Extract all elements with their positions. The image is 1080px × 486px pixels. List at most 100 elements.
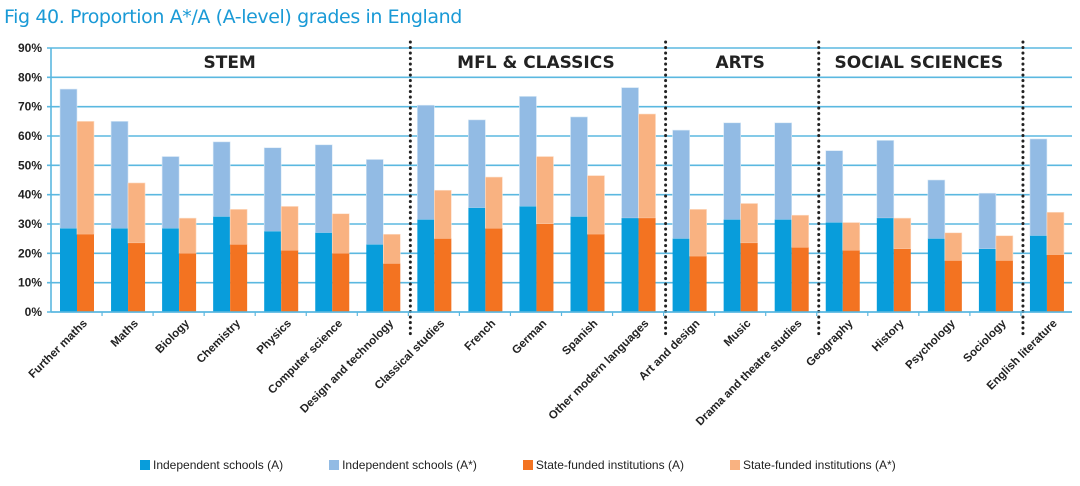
chart-svg: 0% 10% 20% 30% 40% 50% 60% 70% 80% 90% STEM MFL & … bbox=[18, 40, 1072, 429]
y-axis-ticks: 0% 10% 20% 30% 40% 50% 60% 70% 80% 90% bbox=[18, 41, 42, 319]
bar-state-astar bbox=[382, 233, 401, 264]
bar-state-a bbox=[638, 218, 656, 312]
x-tick-label: Music bbox=[722, 317, 754, 349]
legend-label: Independent schools (A) bbox=[153, 458, 284, 472]
x-tick-label: Biology bbox=[154, 317, 193, 356]
bar-state-a bbox=[1046, 254, 1064, 312]
x-tick-label: Drama and theatre studies bbox=[694, 318, 805, 429]
bar-independent-a bbox=[876, 218, 894, 312]
y-tick-label: 10% bbox=[18, 276, 42, 290]
legend-item: Independent schools (A*) bbox=[329, 458, 477, 472]
legend-item: State-funded institutions (A*) bbox=[729, 458, 896, 472]
bar-independent-a bbox=[213, 216, 231, 312]
bar-independent-astar bbox=[263, 147, 282, 232]
bar-independent-a bbox=[723, 219, 741, 312]
bar-independent-astar bbox=[468, 119, 486, 209]
bar-state-a bbox=[230, 244, 248, 312]
bar-state-a bbox=[77, 234, 94, 312]
y-tick-label: 90% bbox=[18, 41, 42, 55]
bar-state-astar bbox=[76, 121, 95, 235]
bar-independent-astar bbox=[59, 88, 78, 229]
bar-independent-astar bbox=[825, 150, 844, 223]
bar-state-astar bbox=[944, 232, 963, 261]
bar-independent-a bbox=[774, 219, 792, 312]
bar-independent-astar bbox=[774, 122, 793, 220]
bar-independent-astar bbox=[876, 140, 895, 219]
bar-independent-astar bbox=[212, 141, 231, 217]
bar-state-a bbox=[740, 243, 758, 312]
legend-item: Independent schools (A) bbox=[140, 458, 283, 472]
bar-independent-a bbox=[366, 244, 384, 312]
y-tick-label: 40% bbox=[18, 188, 42, 202]
bar-state-a bbox=[383, 263, 401, 312]
bar-independent-a bbox=[315, 232, 333, 312]
bar-state-astar bbox=[127, 182, 146, 244]
axes bbox=[50, 48, 1072, 316]
group-dividers bbox=[408, 40, 1025, 336]
chart-title: Fig 40. Proportion A*/A (A-level) grades… bbox=[4, 6, 462, 28]
bar-state-astar bbox=[638, 113, 656, 219]
group-label: STEM bbox=[203, 53, 255, 73]
y-tick-label: 70% bbox=[18, 100, 42, 114]
x-tick-label: Psychology bbox=[904, 317, 959, 372]
bar-independent-astar bbox=[978, 192, 997, 250]
bars bbox=[59, 87, 1065, 312]
bar-independent-a bbox=[927, 238, 945, 312]
bar-independent-astar bbox=[570, 116, 588, 217]
bar-state-astar bbox=[587, 175, 605, 235]
bar-state-astar bbox=[485, 176, 503, 229]
bar-independent-a bbox=[672, 238, 690, 312]
y-tick-label: 20% bbox=[18, 246, 42, 260]
group-label: ARTS bbox=[716, 53, 765, 73]
bar-state-astar bbox=[536, 156, 554, 225]
bar-independent-astar bbox=[161, 156, 180, 229]
x-tick-label: Other modern languages bbox=[547, 318, 652, 423]
bar-independent-astar bbox=[417, 104, 435, 220]
bar-state-astar bbox=[842, 222, 861, 251]
legend-item: State-funded institutions (A) bbox=[522, 458, 684, 472]
y-tick-label: 80% bbox=[18, 70, 42, 84]
bar-independent-a bbox=[264, 231, 282, 312]
bar-state-a bbox=[485, 228, 503, 312]
bar-independent-astar bbox=[672, 129, 690, 239]
bar-independent-a bbox=[519, 206, 537, 312]
x-tick-label: Spanish bbox=[560, 318, 600, 358]
legend: Independent schools (A) Independent schoo… bbox=[140, 458, 942, 472]
x-tick-label: Geography bbox=[804, 317, 856, 369]
bar-state-a bbox=[179, 253, 197, 312]
bar-independent-a bbox=[570, 216, 588, 312]
legend-swatch bbox=[329, 460, 340, 470]
bar-state-astar bbox=[229, 209, 248, 245]
y-tick-label: 60% bbox=[18, 129, 42, 143]
x-tick-label: German bbox=[510, 318, 549, 357]
bar-state-astar bbox=[995, 235, 1014, 261]
bar-state-astar bbox=[434, 189, 452, 239]
bar-state-astar bbox=[1046, 211, 1065, 256]
bar-state-astar bbox=[689, 209, 707, 257]
legend-swatch bbox=[522, 460, 533, 470]
bar-independent-a bbox=[468, 207, 486, 312]
bar-independent-a bbox=[825, 222, 843, 312]
bar-state-a bbox=[536, 224, 554, 312]
legend-swatch bbox=[140, 460, 150, 470]
bar-independent-a bbox=[621, 218, 639, 312]
bar-state-a bbox=[944, 260, 962, 312]
bar-state-astar bbox=[331, 213, 350, 254]
bar-independent-astar bbox=[927, 179, 946, 239]
bar-state-astar bbox=[280, 206, 299, 251]
bar-state-astar bbox=[893, 217, 912, 250]
y-tick-label: 30% bbox=[18, 217, 42, 231]
x-tick-label: French bbox=[463, 318, 499, 354]
bar-state-astar bbox=[791, 214, 810, 248]
bar-state-a bbox=[689, 256, 707, 312]
bar-independent-a bbox=[978, 248, 996, 312]
bar-independent-astar bbox=[365, 159, 384, 245]
bar-state-a bbox=[587, 234, 605, 312]
bar-state-a bbox=[893, 248, 911, 312]
bar-independent-a bbox=[111, 228, 129, 312]
y-tick-label: 50% bbox=[18, 158, 42, 172]
y-tick-label: 0% bbox=[25, 305, 43, 319]
bar-independent-astar bbox=[723, 122, 741, 220]
bar-state-a bbox=[281, 250, 299, 312]
bar-independent-astar bbox=[519, 96, 537, 207]
